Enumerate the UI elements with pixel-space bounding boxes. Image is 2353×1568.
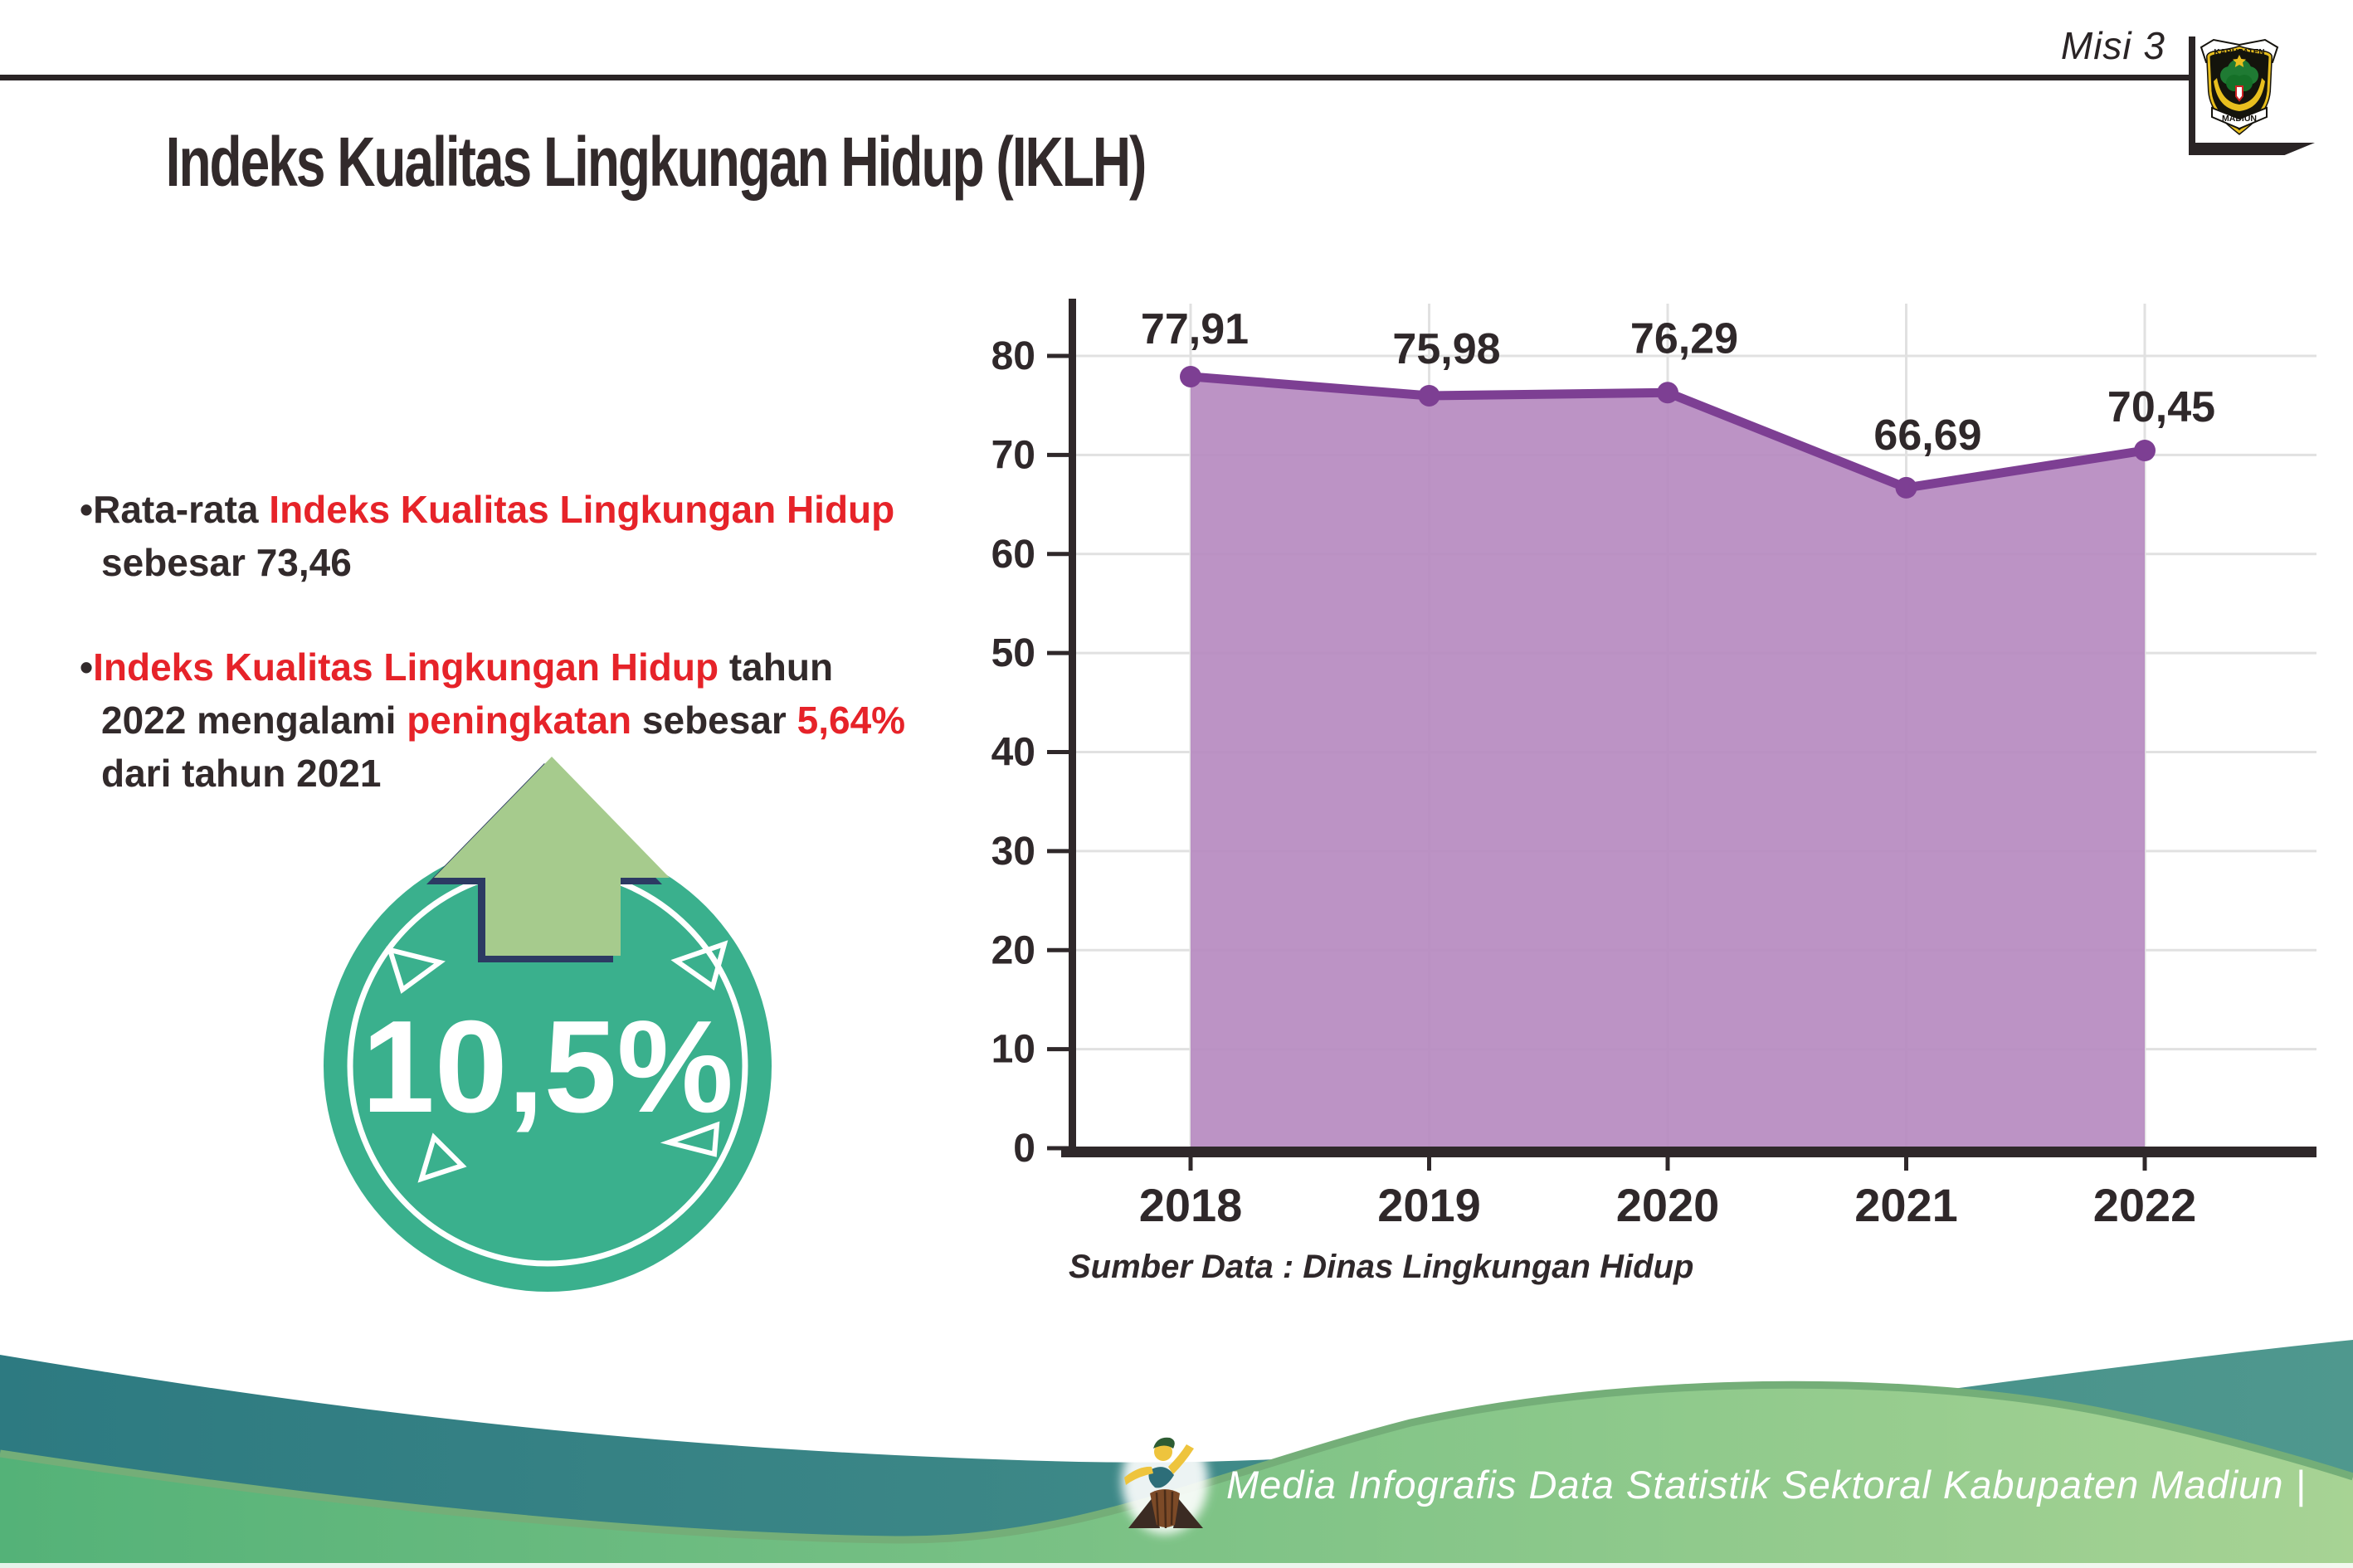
data-point	[1657, 382, 1678, 404]
text-segment: Indeks Kualitas Lingkungan Hidup	[269, 488, 895, 531]
y-tick-label: 30	[991, 830, 1035, 874]
data-point	[2134, 440, 2156, 462]
y-tick-label: 70	[991, 433, 1035, 477]
y-tick	[1047, 1047, 1069, 1052]
mascot-sash	[1148, 1467, 1174, 1488]
y-tick-label: 40	[991, 731, 1035, 775]
bullet-increase-2022: •Indeks Kualitas Lingkungan Hidup tahun …	[80, 640, 926, 800]
x-tick	[1904, 1156, 1908, 1171]
x-tick-label: 2020	[1616, 1179, 1720, 1231]
logo-center-emblem	[2235, 85, 2243, 102]
data-point-label: 76,29	[1630, 314, 1738, 363]
logo-frame-vertical	[2189, 37, 2195, 153]
mascot-leg	[1173, 1498, 1203, 1528]
y-tick	[1047, 849, 1069, 854]
mascot-head	[1154, 1443, 1172, 1461]
data-point	[1895, 476, 1917, 499]
text-segment: Indeks Kualitas Lingkungan Hidup	[93, 645, 719, 689]
chart-axes	[1047, 299, 2316, 1171]
y-tick-label: 60	[991, 533, 1035, 577]
text-segment: tahun 2022 mengalami	[101, 645, 834, 742]
x-tick	[1665, 1156, 1670, 1171]
y-tick	[1047, 552, 1069, 557]
logo-wings	[2214, 78, 2265, 111]
text-segment: peningkatan	[407, 699, 632, 742]
gridline-horizontal	[1072, 354, 2316, 358]
logo-star	[2233, 55, 2246, 67]
footer-green-wave	[0, 1385, 2353, 1568]
y-tick	[1047, 452, 1069, 457]
text-segment: sebesar 73,46	[101, 541, 352, 584]
y-tick-label: 0	[1013, 1127, 1035, 1171]
y-tick	[1047, 750, 1069, 754]
y-tick-label: 20	[991, 928, 1035, 972]
y-tick-label: 10	[991, 1028, 1035, 1072]
bullet-average-iklh: •Rata-rata Indeks Kualitas Lingkungan Hi…	[80, 483, 926, 589]
chart-area-series	[1180, 365, 2156, 1149]
x-tick	[1188, 1156, 1193, 1171]
data-point-label: 75,98	[1392, 325, 1500, 373]
key-points: •Rata-rata Indeks Kualitas Lingkungan Hi…	[80, 483, 926, 851]
text-segment: 5,64%	[797, 699, 906, 742]
x-tick-label: 2019	[1377, 1179, 1481, 1231]
mascot-leg	[1128, 1497, 1160, 1528]
header-rule	[0, 75, 2192, 80]
misi-label: Misi 3	[2060, 24, 2165, 67]
y-tick-label: 50	[991, 631, 1035, 675]
logo-bottom-text: MADIUN	[2222, 114, 2257, 124]
mascot-arm	[1124, 1466, 1153, 1485]
x-tick-label: 2021	[1854, 1179, 1958, 1231]
mascot-icon	[1122, 1428, 1208, 1534]
mascot-arm	[1168, 1444, 1194, 1474]
y-tick	[1047, 1146, 1069, 1151]
y-tick	[1047, 650, 1069, 655]
source-note: Sumber Data : Dinas Lingkungan Hidup	[1069, 1249, 1693, 1285]
x-axis-line	[1061, 1147, 2316, 1157]
text-segment: dari tahun 2021	[101, 752, 382, 795]
logo-frame-bottom	[2189, 143, 2315, 155]
text-segment: sebesar	[631, 699, 797, 742]
x-tick-label: 2018	[1139, 1179, 1243, 1231]
area-fill	[1191, 376, 2145, 1149]
x-tick-label: 2022	[2093, 1179, 2197, 1231]
x-tick	[1427, 1156, 1431, 1171]
page-title: Indeks Kualitas Lingkungan Hidup (IKLH)	[165, 122, 1147, 202]
y-tick	[1047, 353, 1069, 358]
footer-bottom-strip	[0, 1563, 2353, 1568]
data-point	[1180, 365, 1201, 387]
y-tick	[1047, 947, 1069, 952]
footer-waves	[0, 1340, 2353, 1568]
kabupaten-madiun-logo: KABUPATEN MADIUN	[2200, 38, 2279, 135]
data-point	[1418, 384, 1440, 407]
data-point-label: 70,45	[2107, 383, 2215, 431]
y-tick-label: 80	[991, 334, 1035, 378]
logo-bottom-ribbon	[2211, 106, 2268, 130]
text-segment: •	[80, 645, 94, 689]
mascot-skirt-stripes	[1155, 1489, 1174, 1529]
data-point-label: 66,69	[1873, 411, 1981, 460]
data-point-label: 77,91	[1141, 305, 1249, 353]
x-tick	[2142, 1156, 2147, 1171]
footer-green-edge	[0, 1381, 2353, 1544]
y-axis-line	[1069, 299, 1076, 1156]
logo-top-text: KABUPATEN	[2214, 48, 2264, 57]
footer-credit: Media Infografis Data Statistik Sektoral…	[1226, 1463, 2307, 1507]
chart-labels: 0 10 20 30 40 50 60 70 80 2018 2019 2020 2021 2022 77,…	[991, 305, 2215, 1285]
text-segment: •Rata-rata	[80, 488, 270, 531]
mascot-cap	[1153, 1437, 1175, 1449]
